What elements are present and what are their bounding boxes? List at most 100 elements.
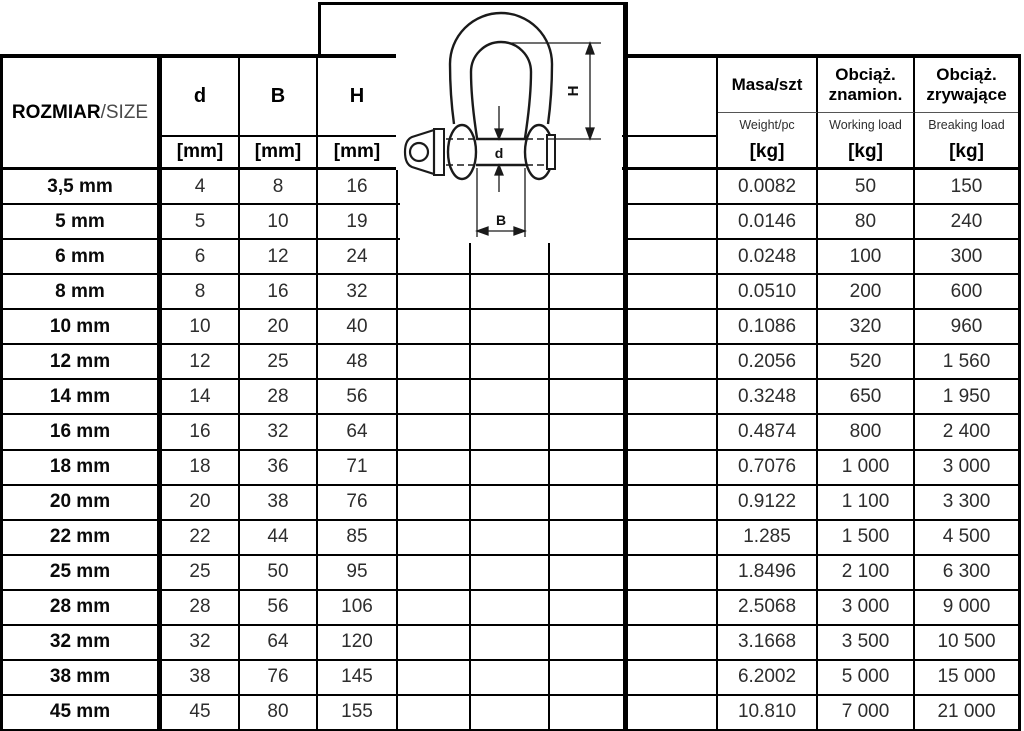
cell-h-row9: 71 bbox=[318, 450, 398, 486]
cell-b-row4: 16 bbox=[240, 275, 318, 311]
diagram-box bbox=[318, 2, 628, 58]
cell-size-row4: 8 mm bbox=[3, 275, 162, 311]
cell-mass-row6: 0.2056 bbox=[718, 345, 818, 381]
empty-cell bbox=[550, 415, 628, 451]
shackle-pin-eye bbox=[408, 141, 430, 163]
cell-size-row2: 5 mm bbox=[3, 205, 162, 241]
cell-breaking-row6: 1 560 bbox=[915, 345, 1018, 381]
shackle-pin-collar bbox=[433, 128, 445, 176]
empty-cell bbox=[550, 345, 628, 381]
cell-breaking-row9: 3 000 bbox=[915, 451, 1018, 486]
cell-size-row10: 20 mm bbox=[3, 485, 162, 521]
cell-h-row4: 32 bbox=[318, 275, 398, 311]
cell-mass-row13: 2.5068 bbox=[718, 590, 818, 626]
header-working-unit: [kg] bbox=[848, 140, 883, 162]
empty-cell bbox=[628, 170, 718, 206]
empty-cell bbox=[398, 240, 471, 276]
cell-b-row1: 8 bbox=[240, 170, 318, 206]
cell-mass-row8: 0.4874 bbox=[718, 415, 818, 451]
shackle-pin-cap bbox=[546, 134, 556, 170]
cell-working-row8: 800 bbox=[818, 415, 915, 451]
dim-h-arrow-top bbox=[585, 41, 595, 55]
header-breaking-en: Breaking load bbox=[928, 117, 1005, 132]
cell-b-row10: 38 bbox=[240, 485, 318, 521]
header-size-pl: ROZMIAR bbox=[11, 101, 101, 123]
cell-mass-row3: 0.0248 bbox=[718, 240, 818, 276]
empty-cell bbox=[398, 590, 471, 626]
cell-working-row4: 200 bbox=[818, 275, 915, 311]
table-body: 3,5 mm 4 8 16 0.0082 50 150 5 mm 5 10 19 0.0146 80 24… bbox=[0, 170, 1021, 731]
cell-h-row10: 76 bbox=[318, 485, 398, 521]
empty-cell bbox=[550, 450, 628, 486]
cell-b-row12: 50 bbox=[240, 555, 318, 591]
cell-working-row6: 520 bbox=[818, 345, 915, 381]
empty-cell bbox=[471, 345, 550, 381]
cell-mass-row10: 0.9122 bbox=[718, 485, 818, 521]
shackle-diagram: d B H bbox=[403, 11, 601, 237]
cell-b-row5: 20 bbox=[240, 310, 318, 346]
cell-h-row1: 16 bbox=[318, 170, 398, 206]
empty-cell bbox=[471, 520, 550, 556]
cell-d-row12: 25 bbox=[162, 555, 240, 591]
empty-cell bbox=[398, 625, 471, 661]
empty-cell bbox=[550, 240, 628, 276]
cell-h-row14: 120 bbox=[318, 625, 398, 661]
empty-cell bbox=[628, 590, 718, 626]
empty-cell bbox=[398, 660, 471, 696]
header-working-pl: Obciąż. znamion. bbox=[818, 58, 915, 113]
shackle-ear-left bbox=[446, 123, 478, 181]
cell-breaking-row1: 150 bbox=[915, 170, 1018, 206]
shackle-bow-outer bbox=[448, 11, 554, 125]
shackle-pin-hidden-lines bbox=[446, 138, 550, 166]
cell-size-row9: 18 mm bbox=[3, 450, 162, 486]
cell-breaking-row14: 10 500 bbox=[915, 626, 1018, 661]
cell-mass-row15: 6.2002 bbox=[718, 660, 818, 696]
cell-h-row2: 19 bbox=[318, 205, 398, 241]
empty-cell bbox=[550, 275, 628, 311]
cell-d-row1: 4 bbox=[162, 170, 240, 206]
cell-d-row11: 22 bbox=[162, 520, 240, 556]
cell-d-row5: 10 bbox=[162, 310, 240, 346]
cell-d-row9: 18 bbox=[162, 450, 240, 486]
cell-h-row16: 155 bbox=[318, 695, 398, 731]
empty-cell bbox=[628, 695, 718, 731]
empty-header-cell bbox=[628, 58, 718, 137]
diagram-d-label: d bbox=[495, 145, 504, 161]
cell-working-row15: 5 000 bbox=[818, 660, 915, 696]
cell-working-row10: 1 100 bbox=[818, 485, 915, 521]
diagram-b-label: B bbox=[496, 212, 506, 228]
header-breaking-pl1: Obciąż. bbox=[936, 65, 997, 85]
empty-cell bbox=[398, 275, 471, 311]
empty-cell bbox=[628, 660, 718, 696]
empty-cell bbox=[398, 380, 471, 416]
cell-d-row16: 45 bbox=[162, 695, 240, 731]
empty-cell bbox=[550, 310, 628, 346]
header-d: d bbox=[162, 58, 240, 137]
header-working-sub: Working load [kg] bbox=[818, 113, 915, 170]
cell-working-row13: 3 000 bbox=[818, 590, 915, 626]
header-mass-pl: Masa/szt bbox=[718, 58, 818, 113]
dim-d-arrow-top bbox=[494, 128, 504, 141]
header-breaking-unit: [kg] bbox=[949, 140, 984, 162]
cell-d-row8: 16 bbox=[162, 415, 240, 451]
empty-cell bbox=[628, 380, 718, 416]
cell-h-row12: 95 bbox=[318, 555, 398, 591]
empty-cell bbox=[398, 555, 471, 591]
cell-d-row14: 32 bbox=[162, 625, 240, 661]
header-breaking-pl2: zrywające bbox=[926, 85, 1007, 104]
cell-working-row14: 3 500 bbox=[818, 625, 915, 661]
cell-d-row10: 20 bbox=[162, 485, 240, 521]
empty-cell bbox=[628, 275, 718, 311]
cell-d-row6: 12 bbox=[162, 345, 240, 381]
empty-cell bbox=[628, 450, 718, 486]
empty-cell bbox=[550, 520, 628, 556]
empty-cell bbox=[628, 520, 718, 556]
cell-h-row7: 56 bbox=[318, 380, 398, 416]
empty-cell bbox=[471, 625, 550, 661]
dim-d-arrow-bottom bbox=[494, 163, 504, 176]
header-h-unit: [mm] bbox=[318, 137, 398, 170]
cell-working-row16: 7 000 bbox=[818, 695, 915, 731]
cell-d-row13: 28 bbox=[162, 590, 240, 626]
empty-cell bbox=[550, 555, 628, 591]
